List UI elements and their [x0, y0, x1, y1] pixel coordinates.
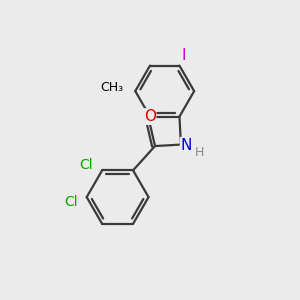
Text: O: O — [144, 109, 156, 124]
Text: Cl: Cl — [80, 158, 93, 172]
Text: CH₃: CH₃ — [100, 81, 123, 94]
Text: H: H — [194, 146, 204, 159]
Text: Cl: Cl — [64, 195, 78, 209]
Text: I: I — [182, 48, 186, 63]
Text: N: N — [143, 109, 154, 124]
Text: N: N — [181, 138, 192, 153]
